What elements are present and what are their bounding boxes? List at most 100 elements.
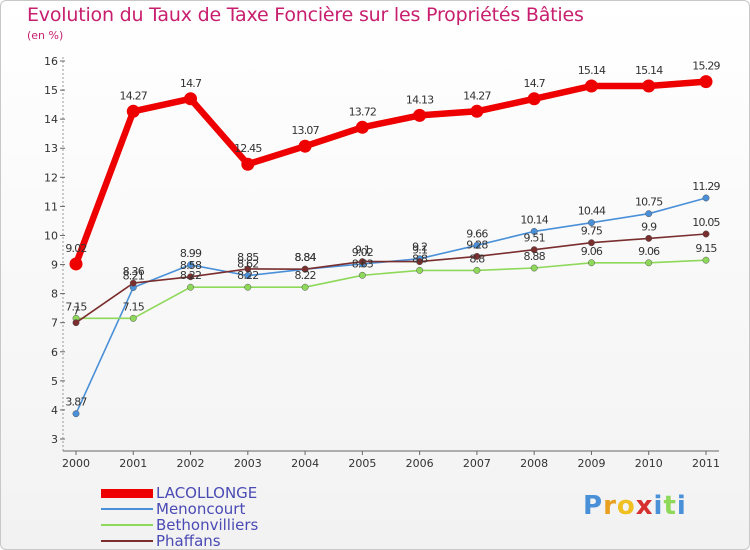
- data-label-menoncourt: 9.2: [412, 241, 427, 254]
- y-tick-label: 12: [44, 171, 58, 184]
- y-tick-label: 8: [51, 288, 58, 301]
- data-point-menoncourt: [187, 261, 194, 269]
- data-point-menoncourt: [530, 227, 538, 235]
- legend-swatch: [101, 488, 153, 498]
- data-label-menoncourt: 3.87: [65, 396, 87, 409]
- data-point-lacollonge: [642, 79, 656, 93]
- data-point-lacollonge: [470, 104, 484, 118]
- data-point-bethonvilliers: [530, 264, 538, 272]
- data-point-phaffans: [530, 246, 538, 254]
- data-label-menoncourt: 9.02: [352, 246, 373, 259]
- series-line-lacollonge: [72, 78, 710, 268]
- chart-series: [69, 75, 713, 418]
- data-point-phaffans: [301, 265, 309, 273]
- data-point-menoncourt: [72, 410, 80, 418]
- data-label-phaffans: 8.85: [237, 251, 259, 264]
- logo-letter: i: [676, 491, 687, 521]
- data-point-bethonvilliers: [358, 271, 366, 279]
- y-tick-label: 14: [44, 113, 58, 126]
- chart-title: Evolution du Taux de Taxe Foncière sur l…: [27, 4, 584, 26]
- y-tick-label: 3: [51, 433, 58, 446]
- data-point-lacollonge: [184, 92, 198, 106]
- x-tick-label: 2008: [520, 457, 548, 470]
- data-point-phaffans: [129, 279, 137, 287]
- legend-item-menoncourt: Menoncourt: [101, 501, 245, 517]
- data-label-menoncourt: 8.99: [180, 247, 202, 260]
- data-point-menoncourt: [473, 241, 481, 249]
- data-label-phaffans: 9.51: [524, 232, 545, 245]
- data-label-lacollonge: 14.27: [463, 89, 491, 102]
- y-tick-label: 9: [51, 259, 58, 272]
- data-point-phaffans: [645, 234, 653, 242]
- data-label-menoncourt: 10.44: [578, 205, 606, 218]
- data-point-phaffans: [358, 258, 366, 266]
- data-point-bethonvilliers: [473, 266, 481, 274]
- y-tick-label: 11: [44, 200, 58, 213]
- x-tick-label: 2009: [577, 457, 605, 470]
- x-tick-label: 2010: [635, 457, 663, 470]
- data-label-lacollonge: 14.27: [120, 89, 148, 102]
- legend-item-bethonvilliers: Bethonvilliers: [101, 517, 258, 533]
- y-tick-label: 6: [51, 346, 58, 359]
- data-point-bethonvilliers: [645, 259, 653, 267]
- logo-letter: r: [603, 491, 617, 521]
- data-label-bethonvilliers: 7.15: [123, 300, 145, 313]
- x-tick-label: 2003: [234, 457, 262, 470]
- logo-letter: x: [635, 491, 654, 521]
- legend-swatch: [101, 540, 153, 542]
- x-tick-label: 2002: [177, 457, 205, 470]
- y-tick-label: 4: [51, 404, 58, 417]
- data-label-lacollonge: 14.7: [524, 77, 546, 90]
- series-line-bethonvilliers: [75, 259, 707, 320]
- proxiti-logo: Proxiti: [583, 491, 687, 521]
- data-label-bethonvilliers: 8.8: [412, 252, 428, 265]
- data-label-menoncourt: 10.14: [520, 213, 548, 226]
- data-label-lacollonge: 15.14: [578, 64, 606, 77]
- data-point-bethonvilliers: [129, 314, 137, 322]
- data-point-menoncourt: [702, 194, 710, 202]
- data-label-menoncourt: 8.62: [237, 258, 258, 271]
- x-tick-label: 2005: [348, 457, 376, 470]
- data-label-bethonvilliers: 8.22: [180, 269, 201, 282]
- data-point-bethonvilliers: [416, 266, 424, 274]
- data-label-menoncourt: 11.29: [692, 180, 720, 193]
- data-label-menoncourt: 10.75: [635, 196, 663, 209]
- series-phaffans: [72, 230, 710, 327]
- chart-unit-label: (en %): [27, 29, 64, 42]
- data-label-lacollonge: 9.02: [65, 242, 86, 255]
- data-point-phaffans: [244, 265, 252, 273]
- y-tick-label: 7: [51, 317, 58, 330]
- data-label-bethonvilliers: 8.22: [237, 269, 258, 282]
- data-point-menoncourt: [588, 219, 595, 227]
- data-point-bethonvilliers: [301, 283, 309, 291]
- data-label-phaffans: 9.9: [641, 220, 657, 233]
- data-point-lacollonge: [126, 104, 140, 118]
- data-point-lacollonge: [584, 79, 598, 93]
- data-label-phaffans: 9.75: [581, 225, 603, 238]
- y-tick-label: 13: [44, 142, 58, 155]
- y-tick-label: 5: [51, 375, 58, 388]
- data-point-lacollonge: [355, 120, 369, 134]
- data-label-phaffans: 8.84: [294, 251, 316, 264]
- logo-letter: t: [663, 491, 677, 521]
- data-label-bethonvilliers: 9.15: [695, 242, 717, 255]
- data-label-phaffans: 7: [73, 305, 80, 318]
- x-tick-label: 2001: [119, 457, 147, 470]
- series-bethonvilliers: [72, 256, 710, 322]
- series-line-menoncourt: [75, 197, 707, 415]
- data-label-bethonvilliers: 8.22: [294, 269, 315, 282]
- series-line-phaffans: [75, 233, 707, 324]
- data-point-phaffans: [72, 319, 80, 327]
- data-label-phaffans: 9.1: [355, 244, 370, 257]
- data-label-bethonvilliers: 8.63: [352, 257, 374, 270]
- chart-data-labels: 9.02 14.27 14.7 12.45 13.07 13.72 14.13 14.27 14…: [65, 60, 721, 409]
- data-label-lacollonge: 15.14: [635, 64, 663, 77]
- x-tick-label: 2011: [692, 457, 720, 470]
- data-point-lacollonge: [527, 92, 541, 106]
- data-point-phaffans: [187, 273, 194, 281]
- data-label-menoncourt: 8.84: [294, 251, 316, 264]
- series-lacollonge: [69, 75, 713, 271]
- data-label-lacollonge: 13.07: [291, 124, 319, 137]
